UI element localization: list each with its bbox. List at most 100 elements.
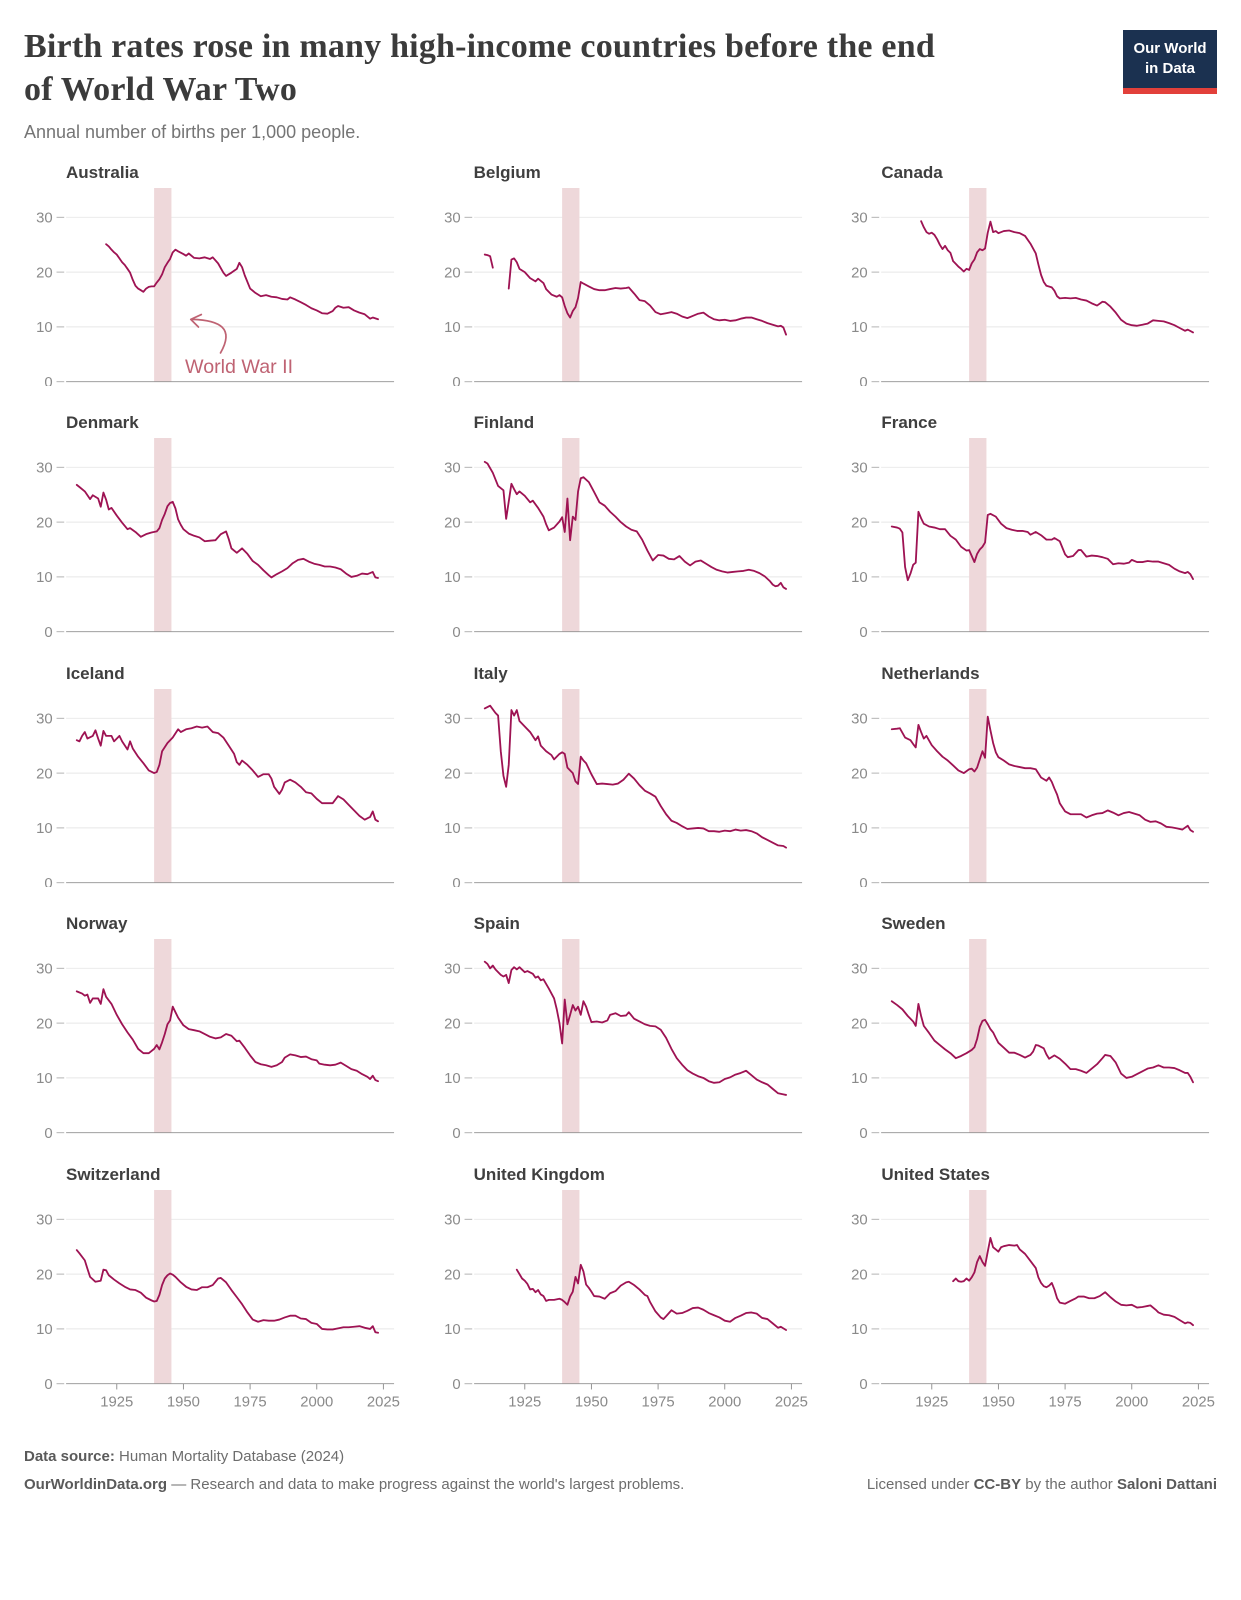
wwii-band xyxy=(561,187,580,382)
x-axis-label: 1975 xyxy=(1049,1394,1082,1410)
y-axis-label: 20 xyxy=(444,1267,461,1283)
panel-canada: Canada 0 10 20 30 xyxy=(837,163,1219,387)
y-axis-label: 30 xyxy=(36,962,53,978)
wwii-band xyxy=(969,688,987,883)
x-axis-label: 1975 xyxy=(234,1394,267,1410)
x-axis-label: 1950 xyxy=(167,1394,200,1410)
y-axis-label: 0 xyxy=(44,375,52,387)
x-axis-label: 2000 xyxy=(300,1394,333,1410)
y-axis-label: 0 xyxy=(860,375,868,387)
footer: Data source: Human Mortality Database (2… xyxy=(0,1448,1241,1493)
panel-title: Netherlands xyxy=(881,663,980,683)
panel-united-states: United States 0 10 20 30 1925 1950 1975 2000 2025 xyxy=(837,1165,1219,1414)
page-title-line1: Birth rates rose in many high-income cou… xyxy=(24,28,935,65)
panel-finland: Finland 0 10 20 30 xyxy=(430,413,812,637)
y-axis-label: 0 xyxy=(452,625,460,637)
wwii-band xyxy=(154,187,172,382)
x-axis-label: 2025 xyxy=(367,1394,400,1410)
y-axis-label: 10 xyxy=(851,1322,868,1338)
y-axis-label: 20 xyxy=(36,516,53,532)
birth-rate-chart: 0 10 20 30 xyxy=(36,688,395,887)
y-axis-label: 10 xyxy=(444,821,461,837)
wwii-band xyxy=(561,1189,580,1384)
license-ccby: CC-BY xyxy=(973,1476,1022,1494)
y-axis-label: 30 xyxy=(851,461,868,477)
y-axis-label: 0 xyxy=(452,876,460,888)
panel-denmark: Denmark 0 10 20 30 xyxy=(22,413,404,637)
panel-title: Belgium xyxy=(473,162,541,182)
x-axis-label: 1950 xyxy=(575,1394,608,1410)
panel-norway: Norway 0 10 20 30 xyxy=(22,914,404,1138)
owid-logo: Our World in Data xyxy=(1123,30,1217,94)
license-prefix: Licensed under xyxy=(866,1476,974,1494)
y-axis-label: 20 xyxy=(36,1267,53,1283)
panel-title: Italy xyxy=(473,663,508,683)
y-axis-label: 0 xyxy=(452,375,460,387)
panel-netherlands: Netherlands 0 10 20 30 xyxy=(837,664,1219,888)
birth-rate-line xyxy=(891,715,1195,833)
y-axis-label: 0 xyxy=(860,1377,868,1393)
y-axis-label: 30 xyxy=(444,210,461,226)
y-axis-label: 30 xyxy=(851,711,868,727)
y-axis-label: 20 xyxy=(851,1017,868,1033)
wwii-band xyxy=(561,939,580,1133)
y-axis-label: 10 xyxy=(851,570,868,586)
y-axis-label: 0 xyxy=(860,625,868,637)
wwii-arrowhead xyxy=(189,313,203,328)
footer-license: Licensed under CC-BY by the author Salon… xyxy=(867,1476,1217,1493)
panel-title: Sweden xyxy=(881,914,946,934)
page-title: Birth rates rose in many high-income cou… xyxy=(24,26,1084,112)
owid-logo-stripe xyxy=(1123,87,1217,94)
birth-rate-line xyxy=(483,461,787,591)
birth-rate-line xyxy=(483,704,787,849)
birth-rate-line xyxy=(507,257,787,336)
panel-title: Finland xyxy=(473,413,535,433)
birth-rate-chart: 0 10 20 30 xyxy=(36,939,395,1138)
birth-rate-chart: 0 10 20 30 1925 1950 1975 2000 2025 xyxy=(36,1189,400,1410)
y-axis-label: 30 xyxy=(36,210,53,226)
panel-united-kingdom: United Kingdom 0 10 20 30 1925 1950 1975 2000 202… xyxy=(430,1165,812,1414)
birth-rate-line xyxy=(75,484,379,580)
panel-title: Australia xyxy=(66,162,139,182)
panel-title: Norway xyxy=(66,914,128,934)
footer-bottom-line: OurWorldinData.org — Research and data t… xyxy=(24,1476,1217,1493)
y-axis-label: 10 xyxy=(444,1071,461,1087)
y-axis-label: 20 xyxy=(444,265,461,281)
y-axis-label: 30 xyxy=(36,711,53,727)
wwii-band xyxy=(154,688,172,883)
panel-spain: Spain 0 10 20 30 xyxy=(430,914,812,1138)
panel-australia: Australia 0 10 20 30 World War II xyxy=(22,163,404,387)
chart-grid: Australia 0 10 20 30 World War II Belgium 0 10 20… xyxy=(0,163,1241,1414)
wwii-band xyxy=(561,688,580,883)
x-axis-label: 1925 xyxy=(100,1394,133,1410)
panel-switzerland: Switzerland 0 10 20 30 1925 1950 1975 2000 2025 xyxy=(22,1165,404,1414)
panel-sweden: Sweden 0 10 20 30 xyxy=(837,914,1219,1138)
y-axis-label: 20 xyxy=(851,766,868,782)
wwii-band xyxy=(154,1189,172,1384)
y-axis-label: 10 xyxy=(36,821,53,837)
y-axis-label: 20 xyxy=(36,1017,53,1033)
birth-rate-chart: 0 10 20 30 World War II xyxy=(36,187,395,387)
y-axis-label: 0 xyxy=(860,876,868,888)
panel-title: Spain xyxy=(473,914,520,934)
wwii-band xyxy=(969,438,987,632)
y-axis-label: 0 xyxy=(44,1126,52,1138)
birth-rate-chart: 0 10 20 30 xyxy=(444,187,802,387)
x-axis-label: 2000 xyxy=(1116,1394,1149,1410)
x-axis-label: 2025 xyxy=(775,1394,808,1410)
y-axis-label: 10 xyxy=(444,1322,461,1338)
owid-logo-line1: Our World xyxy=(1133,40,1207,57)
y-axis-label: 20 xyxy=(444,1017,461,1033)
wwii-band xyxy=(154,438,172,632)
panel-title: Canada xyxy=(881,162,943,182)
panel-italy: Italy 0 10 20 30 xyxy=(430,663,812,888)
panel-title: Denmark xyxy=(66,413,139,433)
birth-rate-chart: 0 10 20 30 xyxy=(36,438,395,637)
panel-iceland: Iceland 0 10 20 30 xyxy=(22,664,404,888)
y-axis-label: 30 xyxy=(851,210,868,226)
y-axis-label: 0 xyxy=(452,1126,460,1138)
y-axis-label: 10 xyxy=(444,570,461,586)
wwii-arrow xyxy=(191,318,227,354)
wwii-band xyxy=(154,939,172,1133)
y-axis-label: 30 xyxy=(444,461,461,477)
